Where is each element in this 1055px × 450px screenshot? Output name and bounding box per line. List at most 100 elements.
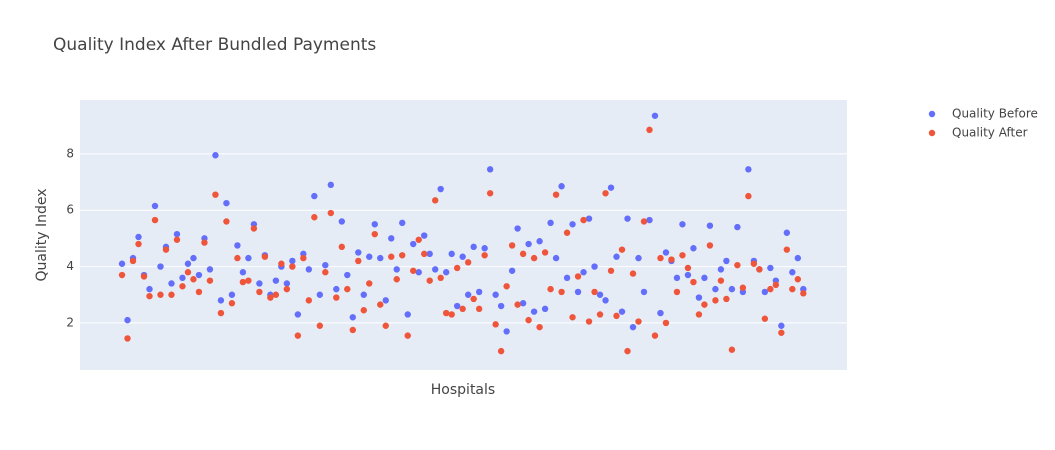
x-axis-title: Hospitals — [431, 382, 495, 398]
point — [613, 253, 620, 260]
point — [333, 294, 340, 301]
point — [734, 261, 741, 269]
point — [311, 192, 318, 200]
point — [327, 209, 335, 217]
point — [212, 191, 219, 198]
point — [349, 326, 356, 334]
point — [135, 233, 142, 241]
point — [761, 315, 769, 322]
point — [624, 347, 631, 355]
point — [184, 269, 192, 276]
point — [272, 277, 280, 284]
point — [371, 230, 378, 238]
point — [794, 276, 802, 283]
point — [426, 277, 433, 284]
point — [679, 221, 686, 228]
point — [651, 332, 659, 339]
point — [464, 291, 472, 298]
point — [508, 267, 516, 274]
point — [459, 305, 466, 313]
point — [668, 256, 675, 263]
point — [289, 257, 296, 265]
point — [289, 263, 296, 270]
point — [201, 239, 208, 246]
point — [393, 266, 400, 273]
point — [800, 290, 807, 297]
point — [223, 199, 230, 207]
point — [541, 305, 549, 313]
point — [712, 285, 719, 293]
point — [421, 250, 428, 258]
point — [157, 263, 164, 270]
point — [190, 276, 197, 283]
point — [519, 300, 527, 307]
legend-marker — [928, 129, 936, 137]
point — [690, 278, 697, 286]
y-tick-label: 2 — [66, 315, 74, 329]
legend-marker — [928, 110, 936, 118]
point — [486, 190, 494, 197]
point — [794, 254, 802, 262]
point — [124, 335, 131, 342]
point — [574, 288, 582, 296]
point — [393, 276, 400, 283]
point — [239, 269, 247, 276]
point — [426, 250, 433, 258]
point — [558, 288, 565, 296]
point — [146, 285, 153, 293]
point — [168, 280, 175, 287]
point — [184, 260, 192, 267]
point — [459, 253, 466, 260]
point — [432, 266, 439, 273]
point — [695, 294, 703, 301]
point — [646, 126, 653, 134]
point — [607, 267, 615, 274]
point — [497, 302, 505, 310]
point — [278, 260, 285, 267]
point — [135, 240, 142, 248]
point — [481, 245, 488, 252]
point — [151, 202, 159, 210]
point — [789, 285, 796, 293]
point — [525, 316, 532, 324]
point — [256, 280, 263, 287]
point — [118, 271, 126, 279]
point — [399, 219, 406, 227]
point — [294, 332, 302, 339]
point — [256, 288, 263, 296]
point — [377, 254, 384, 262]
point — [525, 240, 532, 248]
point — [366, 253, 373, 260]
point — [745, 166, 752, 173]
point — [580, 216, 587, 224]
point — [585, 215, 593, 222]
point — [712, 297, 719, 304]
point — [596, 311, 604, 318]
point — [239, 278, 247, 286]
point — [662, 319, 670, 327]
point — [508, 242, 516, 249]
point — [437, 185, 444, 193]
point — [613, 312, 620, 320]
point — [453, 264, 461, 272]
point — [673, 288, 681, 296]
point — [514, 301, 521, 308]
point — [355, 257, 362, 265]
point — [552, 254, 560, 262]
point — [195, 288, 203, 296]
point — [129, 257, 137, 265]
point — [464, 259, 472, 266]
point — [432, 197, 439, 204]
point — [585, 318, 593, 325]
point — [234, 254, 241, 262]
series — [118, 126, 807, 355]
point — [228, 291, 236, 298]
point — [547, 219, 554, 227]
point — [651, 112, 659, 119]
point — [300, 254, 307, 262]
point — [442, 309, 450, 317]
y-tick-label: 8 — [66, 146, 74, 160]
point — [536, 323, 543, 331]
point — [448, 311, 455, 318]
